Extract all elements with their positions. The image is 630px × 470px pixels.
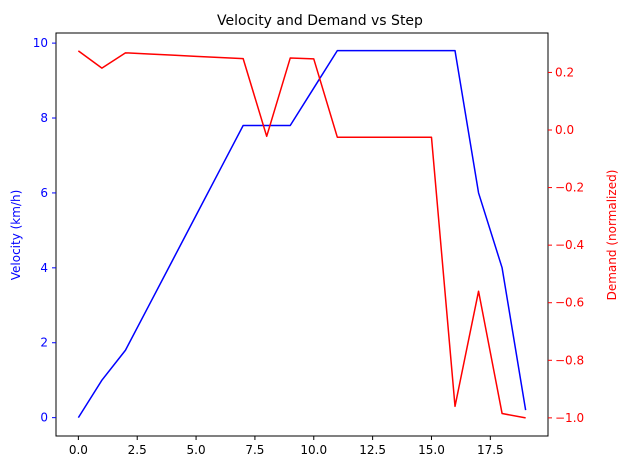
left-y-tick-label: 2 bbox=[40, 336, 48, 350]
plot-frame bbox=[55, 32, 549, 437]
x-tick-label: 17.5 bbox=[477, 443, 504, 457]
right-y-tick-label: −1.0 bbox=[555, 411, 584, 425]
right-y-tick-label: −0.4 bbox=[555, 238, 584, 252]
x-tick-label: 10.0 bbox=[300, 443, 327, 457]
right-axis-label: Demand (normalized) bbox=[605, 170, 619, 301]
left-axis-label: Velocity (km/h) bbox=[9, 190, 23, 281]
x-tick-label: 5.0 bbox=[187, 443, 206, 457]
left-y-tick-label: 8 bbox=[40, 111, 48, 125]
x-tick-label: 0.0 bbox=[69, 443, 88, 457]
right-y-tick-label: −0.6 bbox=[555, 296, 584, 310]
axes: 0.0 2.5 5.0 7.5 10.0 12.5 15.0 17.5 0 2 4 6 8 10 −1.0 −… bbox=[33, 32, 584, 457]
right-y-tick-label: 0.2 bbox=[555, 65, 574, 79]
demand-series-line bbox=[77, 50, 526, 419]
x-tick-label: 2.5 bbox=[128, 443, 147, 457]
x-tick-label: 15.0 bbox=[418, 443, 445, 457]
left-y-tick-label: 0 bbox=[40, 411, 48, 425]
left-y-tick-label: 4 bbox=[40, 261, 48, 275]
chart-title: Velocity and Demand vs Step bbox=[217, 13, 423, 29]
plot-area bbox=[77, 49, 527, 419]
x-tick-label: 12.5 bbox=[359, 443, 386, 457]
left-y-tick-label: 6 bbox=[40, 186, 48, 200]
x-tick-label: 7.5 bbox=[245, 443, 264, 457]
right-y-tick-label: 0.0 bbox=[555, 123, 574, 137]
right-y-tick-label: −0.2 bbox=[555, 181, 584, 195]
velocity-series-line bbox=[77, 49, 527, 419]
left-y-tick-label: 10 bbox=[33, 36, 48, 50]
right-y-tick-label: −0.8 bbox=[555, 353, 584, 367]
